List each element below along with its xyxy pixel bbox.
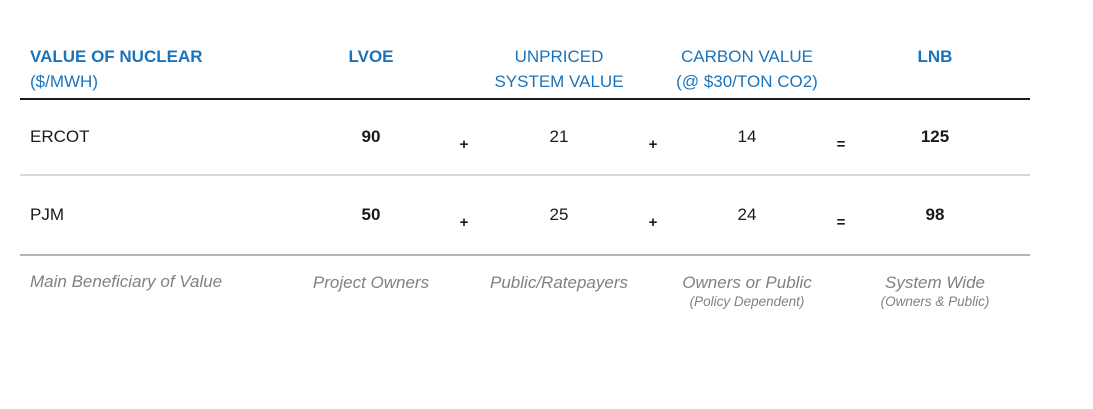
column-header-unpriced-line2: SYSTEM VALUE	[494, 72, 624, 91]
pjm-lvoe-value: 50	[361, 205, 381, 224]
table-row-ercot: ERCOT 90 + 21 + 14 = 125	[20, 100, 1030, 176]
pjm-plus-operator-1: +	[459, 213, 469, 231]
table-header-row: VALUE OF NUCLEAR ($/MWH) LVOE UNPRICED S…	[20, 44, 1030, 100]
ercot-lvoe-value: 90	[361, 127, 381, 146]
ercot-lnb-value: 125	[920, 127, 950, 146]
table-footer-row: Main Beneficiary of Value Project Owners…	[20, 256, 1030, 311]
column-header-carbon-line1: CARBON VALUE	[681, 47, 813, 66]
pjm-plus-operator-2: +	[648, 213, 658, 231]
column-header-unpriced-line1: UNPRICED	[514, 47, 604, 66]
footer-lnb-main: System Wide	[885, 273, 985, 292]
nuclear-value-table: VALUE OF NUCLEAR ($/MWH) LVOE UNPRICED S…	[20, 44, 1030, 311]
ercot-plus-operator-2: +	[648, 135, 658, 153]
column-header-carbon-value: CARBON VALUE (@ $30/TON CO2)	[674, 44, 820, 94]
ercot-unpriced-value: 21	[549, 127, 569, 146]
footer-carbon-sub: (Policy Dependent)	[689, 294, 805, 309]
footer-lnb-beneficiary: System Wide (Owners & Public)	[862, 272, 1008, 311]
footer-label: Main Beneficiary of Value	[30, 272, 223, 291]
pjm-lnb-value: 98	[925, 205, 945, 224]
column-header-unpriced-system-value: UNPRICED SYSTEM VALUE	[486, 44, 632, 94]
table-subtitle: ($/MWH)	[30, 72, 98, 91]
column-header-carbon-line2: (@ $30/TON CO2)	[676, 72, 818, 91]
table-row-pjm: PJM 50 + 25 + 24 = 98	[20, 176, 1030, 256]
footer-lnb-sub: (Owners & Public)	[880, 294, 990, 309]
footer-carbon-beneficiary: Owners or Public (Policy Dependent)	[674, 272, 820, 311]
column-header-lnb: LNB	[917, 47, 953, 66]
row-label-pjm: PJM	[30, 205, 64, 224]
column-header-lvoe: LVOE	[348, 47, 394, 66]
ercot-carbon-value: 14	[737, 127, 757, 146]
footer-carbon-main: Owners or Public	[682, 273, 812, 292]
footer-lvoe-beneficiary: Project Owners	[312, 273, 430, 292]
pjm-equals-operator: =	[836, 213, 846, 231]
footer-unpriced-beneficiary: Public/Ratepayers	[490, 273, 628, 292]
row-label-ercot: ERCOT	[30, 127, 90, 146]
pjm-unpriced-value: 25	[549, 205, 569, 224]
table-title: VALUE OF NUCLEAR	[30, 47, 203, 66]
pjm-carbon-value: 24	[737, 205, 757, 224]
table-title-cell: VALUE OF NUCLEAR ($/MWH)	[20, 44, 300, 94]
ercot-plus-operator-1: +	[459, 135, 469, 153]
ercot-equals-operator: =	[836, 135, 846, 153]
